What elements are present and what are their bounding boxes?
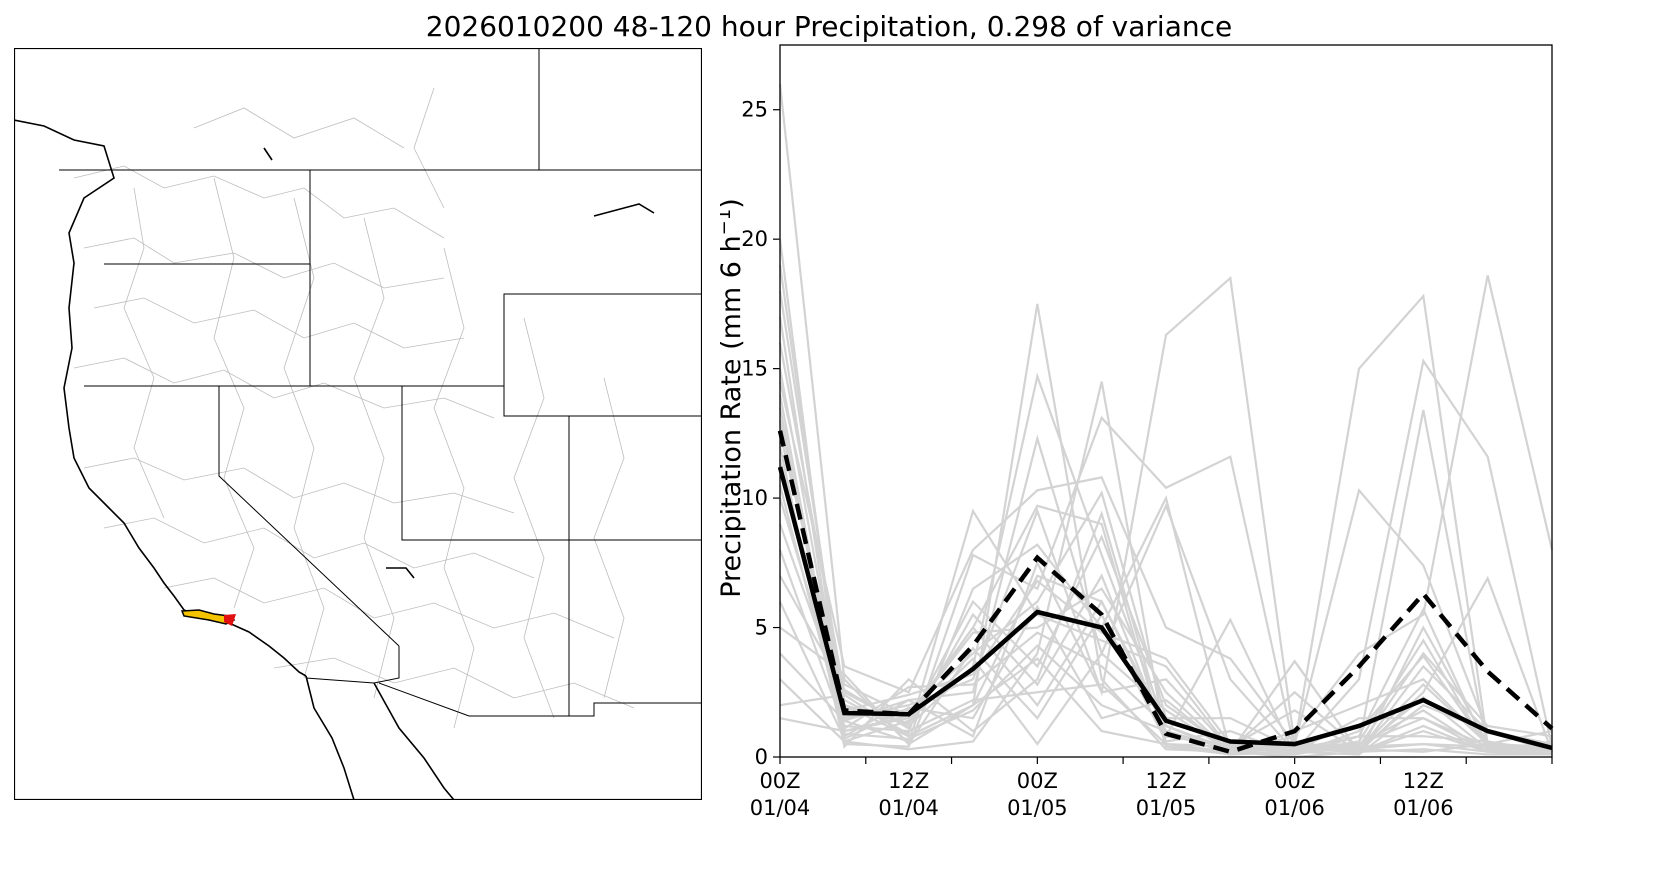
x-tick-label: 12Z <box>888 769 929 793</box>
y-tick-label: 5 <box>755 616 768 640</box>
ensemble-member-line <box>778 407 1554 755</box>
x-tick-label: 00Z <box>1017 769 1058 793</box>
ensemble-member-line <box>778 264 1553 753</box>
basin-boundaries <box>73 87 635 729</box>
x-tick-label-date: 01/06 <box>1393 796 1454 820</box>
ensemble-member-line <box>778 484 1553 756</box>
x-tick-label-date: 01/04 <box>878 796 939 820</box>
coastline <box>14 119 655 800</box>
ensemble-member-line <box>778 83 1553 756</box>
x-tick-label-date: 01/06 <box>1264 796 1325 820</box>
ensemble-member-line <box>778 523 1553 756</box>
ensemble-member-line <box>778 497 1553 756</box>
x-tick-label: 12Z <box>1145 769 1186 793</box>
ensemble-member-line <box>778 381 1553 747</box>
ensemble-member-line <box>778 368 1553 756</box>
main-series <box>777 430 1554 755</box>
ensemble-member-line <box>778 316 1554 756</box>
region-map <box>14 48 702 800</box>
ensemble-member-line <box>779 612 1553 756</box>
x-tick-label: 12Z <box>1403 769 1444 793</box>
plot-frame <box>779 44 1553 758</box>
state-boundaries <box>59 48 702 717</box>
y-axis-label: Precipitation Rate (mm 6 h−1) <box>720 198 747 598</box>
ensemble-members <box>778 83 1554 759</box>
y-tick-label: 25 <box>741 98 768 122</box>
highlight-basin-east <box>224 614 236 626</box>
x-tick-label-date: 01/05 <box>1136 796 1197 820</box>
precip-chart: 0 5 10 15 20 25 00Z 01/04 12Z 01/04 00Z 01/05 12Z 01… <box>720 44 1554 820</box>
y-tick-label: 10 <box>741 486 768 510</box>
ensemble-member-line <box>779 657 1553 756</box>
ensemble-member-line <box>779 560 1552 751</box>
ensemble-member-line <box>779 651 1553 756</box>
x-tick-label-date: 01/05 <box>1007 796 1068 820</box>
y-axis-ticks: 0 5 10 15 20 25 <box>741 98 780 769</box>
figure-title: 2026010200 48-120 hour Precipitation, 0.… <box>425 10 1233 43</box>
y-tick-label: 15 <box>741 357 768 381</box>
x-tick-label: 00Z <box>759 769 800 793</box>
y-tick-label: 0 <box>755 745 768 769</box>
x-axis-ticks: 00Z 01/04 12Z 01/04 00Z 01/05 12Z 01/05 00Z 01/06… <box>750 757 1553 820</box>
solid-series-line <box>777 466 1553 751</box>
ensemble-member-line <box>779 573 1553 753</box>
x-tick-label-date: 01/04 <box>750 796 811 820</box>
y-tick-label: 20 <box>741 227 768 251</box>
x-tick-label: 00Z <box>1274 769 1315 793</box>
ensemble-member-line <box>779 601 1553 753</box>
